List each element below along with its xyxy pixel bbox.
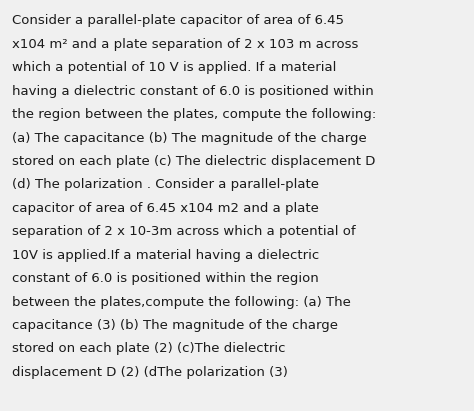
- Text: constant of 6.0 is positioned within the region: constant of 6.0 is positioned within the…: [12, 272, 319, 285]
- Text: 10V is applied.If a material having a dielectric: 10V is applied.If a material having a di…: [12, 249, 319, 262]
- Text: having a dielectric constant of 6.0 is positioned within: having a dielectric constant of 6.0 is p…: [12, 85, 374, 98]
- Text: separation of 2 x 10-3m across which a potential of: separation of 2 x 10-3m across which a p…: [12, 225, 356, 238]
- Text: between the plates,compute the following: (a) The: between the plates,compute the following…: [12, 296, 351, 309]
- Text: displacement D (2) (dThe polarization (3): displacement D (2) (dThe polarization (3…: [12, 366, 288, 379]
- Text: capacitor of area of 6.45 x104 m2 and a plate: capacitor of area of 6.45 x104 m2 and a …: [12, 202, 319, 215]
- Text: which a potential of 10 V is applied. If a material: which a potential of 10 V is applied. If…: [12, 61, 336, 74]
- Text: capacitance (3) (b) The magnitude of the charge: capacitance (3) (b) The magnitude of the…: [12, 319, 338, 332]
- Text: x104 m² and a plate separation of 2 x 103 m across: x104 m² and a plate separation of 2 x 10…: [12, 38, 358, 51]
- Text: the region between the plates, compute the following:: the region between the plates, compute t…: [12, 108, 376, 121]
- Text: (a) The capacitance (b) The magnitude of the charge: (a) The capacitance (b) The magnitude of…: [12, 132, 366, 145]
- Text: Consider a parallel-plate capacitor of area of 6.45: Consider a parallel-plate capacitor of a…: [12, 14, 344, 28]
- Text: (d) The polarization . Consider a parallel-plate: (d) The polarization . Consider a parall…: [12, 178, 319, 192]
- Text: stored on each plate (c) The dielectric displacement D: stored on each plate (c) The dielectric …: [12, 155, 375, 168]
- Text: stored on each plate (2) (c)The dielectric: stored on each plate (2) (c)The dielectr…: [12, 342, 285, 356]
